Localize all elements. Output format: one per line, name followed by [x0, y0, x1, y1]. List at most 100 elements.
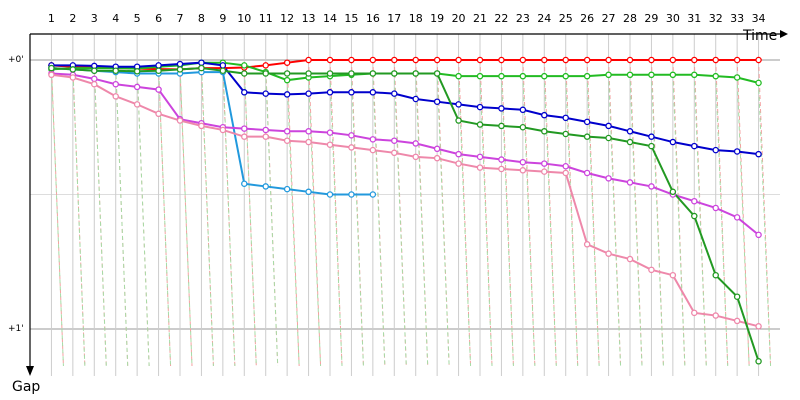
data-point: [305, 56, 312, 64]
lap-connector: [608, 74, 622, 367]
data-point: [391, 90, 398, 97]
axes: Time Gap: [12, 28, 788, 395]
lap-connector: [329, 76, 343, 367]
data-point: [433, 70, 441, 77]
data-point: [283, 59, 291, 66]
lap-connector: [179, 65, 193, 367]
data-point: [369, 70, 377, 77]
data-point: [391, 149, 398, 157]
lap-connector: [715, 76, 729, 367]
data-point: [755, 79, 762, 87]
y-tick-label: +0': [8, 55, 24, 65]
data-point: [198, 122, 205, 130]
data-point: [498, 105, 505, 112]
data-point: [476, 72, 484, 80]
data-point: [562, 114, 569, 122]
data-point: [498, 56, 505, 64]
lap-label: 32: [709, 12, 723, 25]
data-point: [541, 56, 548, 64]
data-point: [669, 56, 677, 64]
data-point: [283, 137, 291, 144]
data-point: [455, 160, 462, 167]
data-point: [412, 70, 419, 77]
lap-connector: [415, 73, 429, 367]
lap-label: 33: [730, 12, 744, 25]
data-point: [541, 72, 548, 80]
data-point: [755, 150, 762, 158]
data-point: [755, 323, 762, 330]
data-point: [133, 68, 141, 75]
lap-label: 20: [452, 12, 466, 25]
data-point: [562, 130, 569, 138]
lap-connector: [350, 74, 364, 367]
data-point: [605, 175, 612, 182]
data-point: [198, 64, 205, 72]
data-point: [283, 185, 291, 193]
data-point: [541, 128, 548, 135]
data-point: [219, 62, 227, 69]
data-point: [605, 134, 612, 142]
data-point: [669, 188, 677, 196]
data-point: [369, 89, 377, 96]
data-point: [541, 160, 548, 167]
data-point: [648, 183, 655, 190]
data-point: [283, 70, 291, 77]
lap-label: 19: [430, 12, 444, 25]
data-point: [455, 117, 462, 124]
lap-connector: [158, 66, 172, 367]
data-point: [155, 67, 162, 75]
lap-connector: [393, 73, 407, 367]
lap-label: 29: [644, 12, 658, 25]
data-point: [348, 191, 355, 198]
data-point: [348, 144, 355, 151]
lap-connector: [50, 69, 64, 367]
data-point: [691, 309, 698, 317]
data-point: [305, 128, 312, 135]
data-point: [519, 72, 527, 80]
data-point: [391, 56, 398, 64]
data-point: [391, 137, 398, 144]
lap-connector: [629, 74, 643, 367]
data-point: [733, 74, 741, 81]
lap-connector: [200, 62, 214, 367]
lap-label: 28: [623, 12, 637, 25]
lap-connector: [115, 68, 129, 367]
lap-label: 10: [237, 12, 251, 25]
data-point: [412, 153, 419, 161]
data-point: [133, 101, 141, 108]
data-point: [562, 163, 569, 170]
data-point: [605, 56, 612, 64]
lap-connector: [758, 59, 772, 367]
lap-label: 31: [687, 12, 701, 25]
data-point: [476, 56, 484, 64]
data-point: [519, 124, 527, 131]
data-point: [691, 142, 698, 150]
data-point: [262, 133, 269, 140]
lap-connector: [93, 68, 107, 367]
y-tick-labels: +0' +1': [8, 55, 24, 334]
data-point: [176, 60, 184, 68]
data-point: [219, 67, 227, 75]
data-point: [348, 70, 355, 77]
data-point: [712, 146, 719, 154]
data-point: [326, 70, 334, 77]
lap-label: 21: [473, 12, 487, 25]
lap-connector: [650, 74, 664, 367]
data-point: [412, 56, 419, 64]
lap-connector: [308, 77, 322, 367]
data-point: [369, 136, 377, 143]
data-point: [241, 125, 248, 132]
lap-label: 14: [323, 12, 337, 25]
data-point: [562, 169, 569, 177]
data-point: [605, 71, 612, 79]
data-point: [712, 56, 719, 64]
lap-label: 25: [559, 12, 573, 25]
data-point: [433, 56, 441, 64]
data-point: [176, 66, 184, 73]
data-point: [476, 164, 484, 171]
data-point: [476, 121, 484, 128]
data-point: [412, 140, 419, 147]
data-point: [326, 141, 334, 148]
data-point: [48, 71, 55, 79]
data-point: [669, 71, 677, 79]
